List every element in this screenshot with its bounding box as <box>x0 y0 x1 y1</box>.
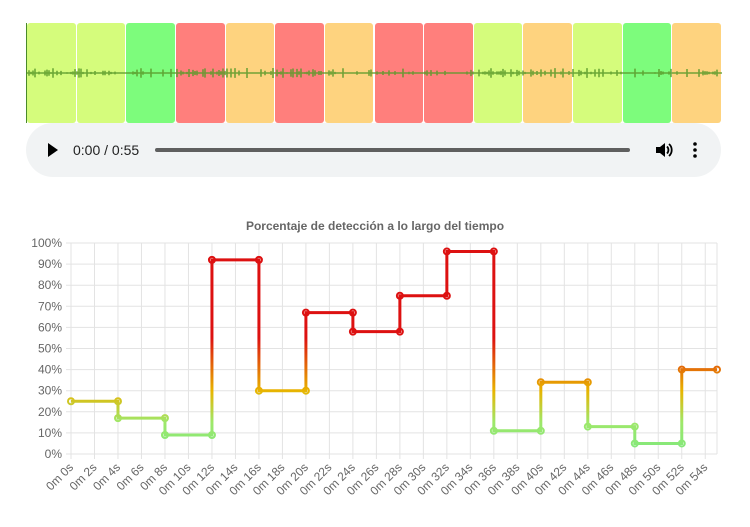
data-point[interactable] <box>254 255 263 264</box>
data-point[interactable] <box>348 327 357 336</box>
seek-slider[interactable] <box>155 148 630 152</box>
data-point[interactable] <box>630 422 639 431</box>
data-point[interactable] <box>207 431 216 440</box>
data-point[interactable] <box>677 439 686 448</box>
data-point[interactable] <box>301 308 310 317</box>
y-tick-label: 70% <box>38 299 62 313</box>
data-point[interactable] <box>583 378 592 387</box>
y-tick-label: 40% <box>38 363 62 377</box>
data-point[interactable] <box>160 414 169 423</box>
data-point[interactable] <box>113 414 122 423</box>
data-point[interactable] <box>442 291 451 300</box>
play-button[interactable] <box>48 143 58 157</box>
y-tick-label: 80% <box>38 278 62 292</box>
waveform-signal <box>27 68 722 78</box>
data-point[interactable] <box>677 365 686 374</box>
audio-player: 0:00 / 0:55 <box>26 123 721 177</box>
data-point[interactable] <box>113 397 122 406</box>
data-point[interactable] <box>536 426 545 435</box>
chart-title: Porcentaje de detección a lo largo del t… <box>246 219 504 233</box>
y-tick-label: 50% <box>38 342 62 356</box>
y-tick-label: 20% <box>38 405 62 419</box>
data-point[interactable] <box>207 255 216 264</box>
data-point[interactable] <box>254 386 263 395</box>
y-tick-label: 60% <box>38 320 62 334</box>
data-point[interactable] <box>713 365 721 374</box>
volume-icon[interactable] <box>654 140 674 160</box>
series-line <box>71 249 717 445</box>
time-display: 0:00 / 0:55 <box>73 142 140 158</box>
data-point[interactable] <box>489 426 498 435</box>
y-tick-label: 90% <box>38 257 62 271</box>
data-point[interactable] <box>536 378 545 387</box>
data-point[interactable] <box>160 431 169 440</box>
data-point[interactable] <box>67 397 75 406</box>
waveform[interactable] <box>26 23 722 123</box>
data-point[interactable] <box>395 291 404 300</box>
data-point[interactable] <box>301 386 310 395</box>
data-point[interactable] <box>442 247 451 256</box>
data-point[interactable] <box>348 308 357 317</box>
data-point[interactable] <box>630 439 639 448</box>
y-tick-label: 10% <box>38 426 62 440</box>
data-point[interactable] <box>583 422 592 431</box>
y-tick-label: 100% <box>31 236 62 250</box>
detection-chart: Porcentaje de detección a lo largo del t… <box>31 219 721 498</box>
y-tick-label: 30% <box>38 384 62 398</box>
more-options-icon[interactable] <box>690 140 700 160</box>
data-point[interactable] <box>489 247 498 256</box>
data-point[interactable] <box>395 327 404 336</box>
y-tick-label: 0% <box>45 447 63 461</box>
